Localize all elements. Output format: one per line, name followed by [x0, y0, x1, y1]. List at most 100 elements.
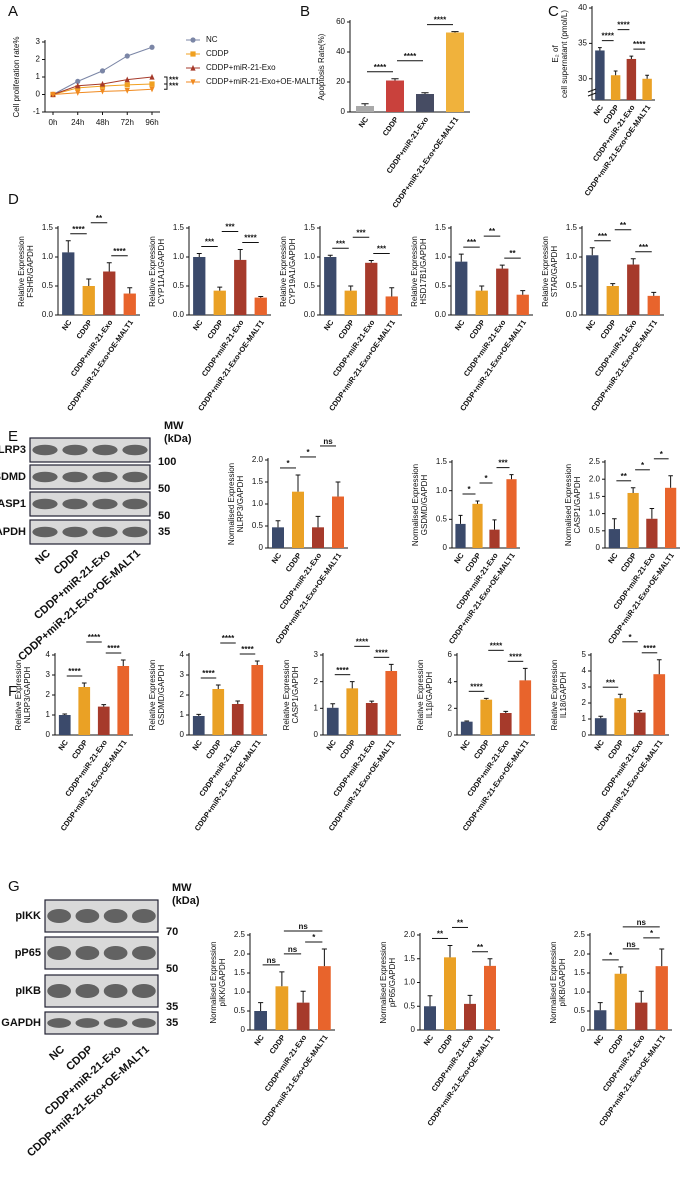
bar [484, 965, 496, 1030]
y-tick-label: 0 [582, 730, 587, 739]
error-bar [389, 287, 395, 297]
blot-band [122, 471, 148, 483]
error-bar [464, 720, 470, 722]
significance-label: * [609, 951, 613, 960]
bar [455, 261, 468, 315]
error-bar [235, 700, 241, 704]
bar [386, 80, 404, 112]
bar [519, 680, 532, 735]
significance-label: **** [643, 644, 656, 653]
y-tick-label: 3 [582, 682, 587, 691]
x-tick-label: CDDP [467, 318, 487, 341]
blot-row-label: pIKB [15, 985, 41, 997]
point [124, 82, 130, 88]
blot-mw-label: 35 [166, 1017, 178, 1029]
blot-band [92, 498, 118, 510]
legend-label: CDDP+miR-21-Exo+OE-MALT1 [206, 77, 320, 86]
blot-mw-label: 35 [166, 1001, 178, 1013]
error-bar [467, 994, 473, 1004]
significance-label: *** [169, 82, 179, 91]
y-tick-label: 4 [448, 677, 453, 686]
mw-title: MW [164, 420, 184, 432]
bar [365, 703, 378, 735]
error-bar [62, 713, 68, 715]
point [75, 78, 81, 84]
error-bar [656, 659, 662, 675]
error-bar [629, 55, 634, 59]
y-axis-label: Normalised Expression [549, 941, 558, 1023]
y-tick-label: 0 [36, 90, 41, 99]
y-tick-label: 6 [448, 650, 453, 659]
error-bar [597, 1002, 603, 1011]
significance-label: **** [375, 648, 388, 657]
y-tick-label: 1.0 [589, 509, 601, 518]
significance-bracket [164, 83, 168, 90]
y-tick-label: 30 [578, 74, 587, 83]
x-tick-label: NC [422, 1033, 436, 1048]
y-axis-label: Relative Expression [410, 236, 419, 307]
mw-title: MW [172, 882, 192, 894]
y-axis-label: HSD17B1/GAPDH [419, 238, 428, 304]
error-bar [522, 667, 528, 681]
significance-label: *** [467, 238, 477, 247]
error-bar [613, 70, 618, 76]
blot-lane-label: CDDP+miR-21-Exo+OE-MALT1 [16, 547, 143, 663]
blot-band [47, 945, 71, 961]
y-tick-label: 1.0 [252, 499, 264, 508]
error-bar [645, 74, 650, 79]
significance-label: ns [298, 922, 308, 931]
bar [296, 1002, 310, 1030]
point [190, 64, 196, 71]
y-axis-label: Normalised Expression [379, 941, 388, 1023]
bar [318, 966, 331, 1030]
panel-label: C [548, 3, 559, 20]
error-bar [258, 295, 264, 298]
y-tick-label: 0 [581, 1025, 586, 1034]
y-tick-label: 1.5 [589, 492, 601, 501]
x-tick-label: 96h [145, 118, 158, 127]
y-tick-label: 40 [578, 3, 587, 12]
point [99, 80, 106, 87]
y-tick-label: 3 [180, 670, 185, 679]
significance-label: **** [633, 40, 646, 49]
bar [385, 296, 398, 315]
bar [489, 529, 500, 548]
significance-label: **** [404, 52, 417, 61]
significance-label: * [641, 461, 645, 470]
blot-row-label: NLRP3 [0, 444, 26, 456]
bar [251, 665, 264, 735]
error-bar [649, 507, 655, 519]
y-axis-label: pIKB/GAPDH [558, 958, 567, 1006]
y-axis-label: Apoptosis Rate(%) [317, 33, 326, 100]
y-tick-label: 0 [411, 1025, 416, 1034]
y-tick-label: 0.5 [436, 514, 448, 523]
error-bar [196, 253, 202, 257]
point [99, 68, 106, 74]
error-bar [258, 1002, 264, 1011]
x-tick-label: CDDP [606, 1033, 626, 1056]
significance-label: * [312, 933, 316, 942]
point [190, 79, 196, 86]
blot-band [75, 983, 100, 999]
bar [292, 491, 304, 548]
error-bar [421, 92, 429, 94]
y-tick-label: 2 [36, 55, 41, 64]
blot-lane-label: CDDP+miR-21-Exo+OE-MALT1 [25, 1043, 152, 1159]
y-tick-label: 0.5 [435, 281, 447, 290]
blot-band [103, 983, 128, 999]
significance-label: ** [620, 221, 627, 230]
panel-label: G [8, 878, 20, 895]
bar [627, 492, 639, 548]
y-tick-label: 0.0 [42, 310, 54, 319]
bar [499, 713, 512, 735]
y-tick-label: 0.5 [404, 1001, 416, 1010]
error-bar [237, 248, 243, 260]
bar [455, 523, 466, 548]
y-tick-label: 0.5 [304, 281, 316, 290]
y-tick-label: 2.5 [234, 930, 246, 939]
blot-band [75, 908, 100, 924]
blot-band [122, 444, 148, 456]
bar [610, 75, 621, 100]
y-tick-label: 0.5 [574, 1006, 586, 1015]
